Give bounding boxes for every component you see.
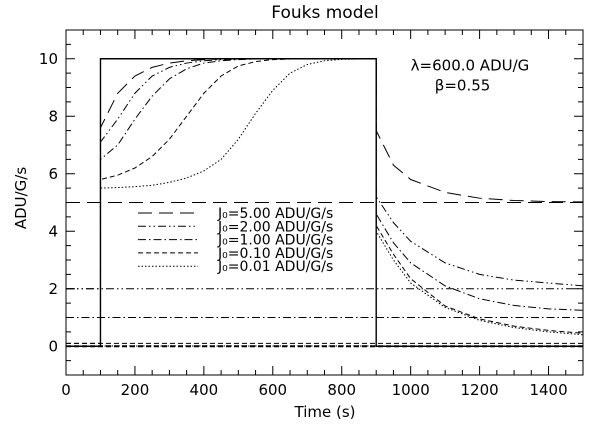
- legend-label-4: J₀=0.01 ADU/G/s: [217, 259, 333, 275]
- plot-frame: [65, 29, 584, 376]
- y-tick-label-0: 0: [48, 337, 58, 355]
- y-tick-label-2: 4: [48, 222, 58, 240]
- series-line-3: [66, 58, 584, 344]
- y-tick-label-1: 2: [48, 280, 58, 298]
- series-line-0: [66, 58, 584, 203]
- series-line-4: [66, 58, 584, 347]
- y-tick-label-4: 8: [48, 107, 58, 125]
- legend-label-2: J₀=1.00 ADU/G/s: [217, 233, 333, 249]
- annotations: λ=600.0 ADU/G β=0.55: [411, 56, 530, 94]
- x-tick-label-5: 1000: [392, 381, 430, 399]
- x-tick-label-0: 0: [61, 381, 71, 399]
- y-tick-label-5: 10: [39, 50, 58, 68]
- y-tick-label-3: 6: [48, 165, 58, 183]
- x-tick-label-3: 600: [258, 381, 287, 399]
- x-tick-label-6: 1200: [461, 381, 499, 399]
- x-axis-title: Time (s): [294, 403, 356, 421]
- legend-label-0: J₀=5.00 ADU/G/s: [217, 206, 333, 222]
- series-line-1: [66, 58, 584, 290]
- x-tick-label-4: 800: [327, 381, 356, 399]
- x-tick-label-1: 200: [121, 381, 150, 399]
- plot-area: [66, 58, 584, 348]
- legend-label-1: J₀=2.00 ADU/G/s: [217, 219, 333, 235]
- chart-title: Fouks model: [271, 3, 378, 23]
- annotation-0: λ=600.0 ADU/G: [411, 56, 530, 74]
- legend: J₀=5.00 ADU/G/sJ₀=2.00 ADU/G/sJ₀=1.00 AD…: [138, 206, 333, 275]
- legend-label-3: J₀=0.10 ADU/G/s: [217, 246, 333, 262]
- x-tick-label-7: 1400: [529, 381, 567, 399]
- annotation-1: β=0.55: [435, 76, 491, 94]
- x-tick-label-2: 400: [190, 381, 219, 399]
- axis-ticks: 0 200 400 600 800 1000 1200 1400 0 2 4 6 8 10: [39, 29, 584, 399]
- y-axis-title: ADU/G/s: [12, 167, 30, 230]
